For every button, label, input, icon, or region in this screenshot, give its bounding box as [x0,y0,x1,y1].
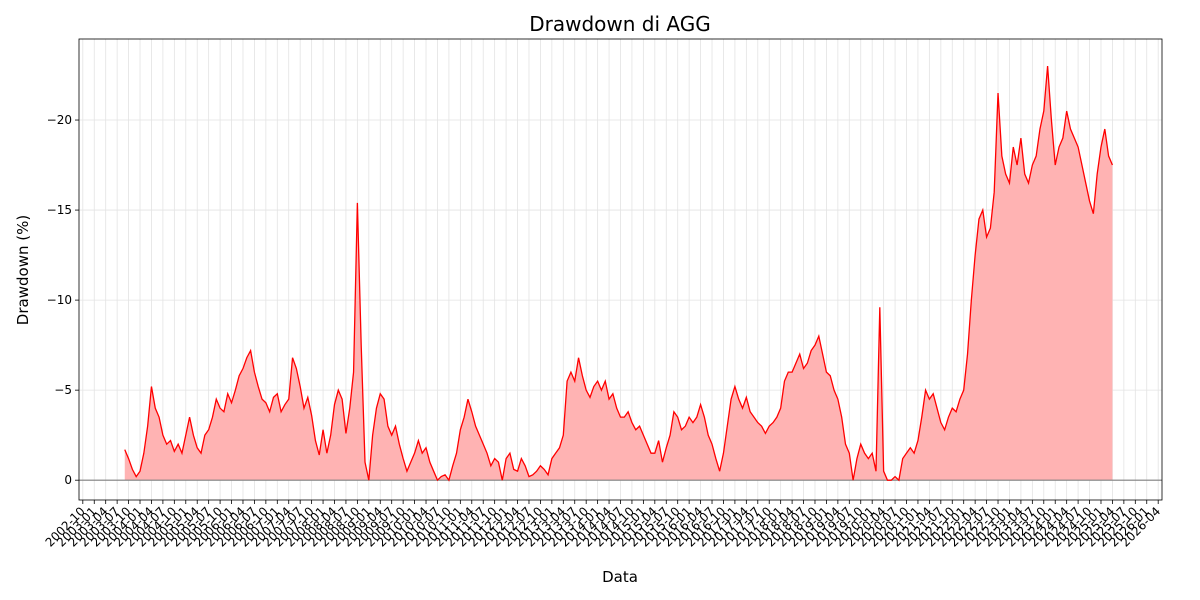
chart-title: Drawdown di AGG [529,12,711,36]
y-tick-label: −20 [47,113,72,127]
y-tick-label: −10 [47,293,72,307]
y-tick-label: −15 [47,203,72,217]
x-axis-label: Data [602,568,638,586]
drawdown-area [124,66,1113,481]
plot-frame [78,38,1163,501]
y-tick-label: 0 [64,473,72,487]
y-tick-label: −5 [54,383,72,397]
y-axis-label: Drawdown (%) [14,215,32,325]
drawdown-line [124,65,1114,482]
